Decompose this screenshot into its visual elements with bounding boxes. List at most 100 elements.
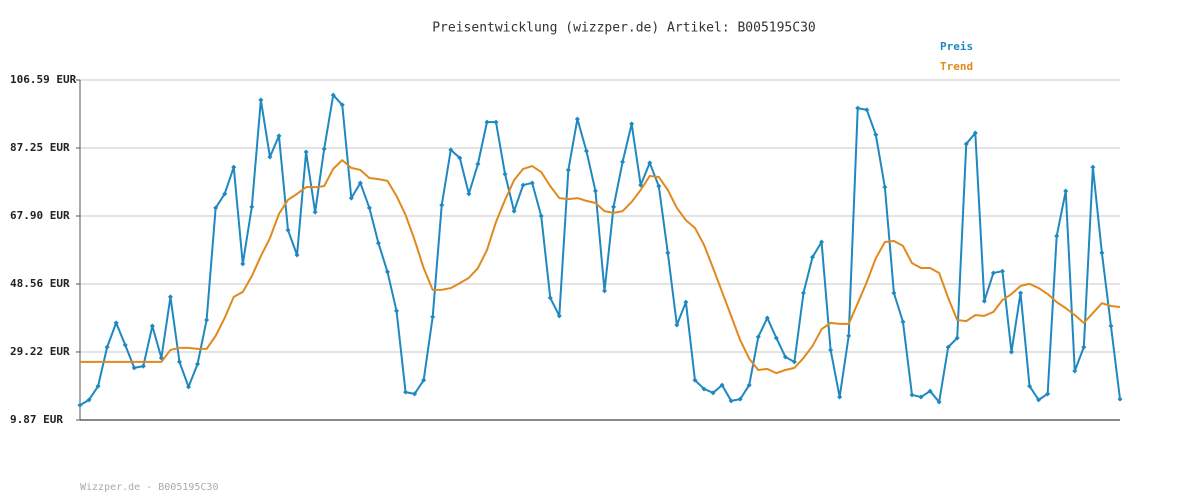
point-marker [267, 154, 273, 160]
point-marker [719, 382, 725, 388]
legend-entry: Preis [940, 40, 973, 53]
point-marker [701, 386, 707, 392]
point-marker [167, 294, 173, 300]
point-marker [963, 141, 969, 147]
point-marker [855, 105, 861, 111]
point-marker [683, 299, 689, 305]
point-marker [1063, 188, 1069, 194]
point-marker [737, 396, 743, 402]
legend-entry: Trend [940, 60, 973, 73]
point-marker [782, 354, 788, 360]
point-marker [954, 335, 960, 341]
point-marker [1054, 233, 1060, 239]
point-marker [583, 148, 589, 154]
y-tick-label: 67.90 EUR [10, 209, 70, 222]
point-marker [764, 315, 770, 321]
chart-title: Preisentwicklung (wizzper.de) Artikel: B… [432, 21, 816, 36]
point-marker [403, 389, 409, 395]
point-marker [321, 146, 327, 152]
point-marker [195, 361, 201, 367]
point-marker [412, 391, 418, 397]
point-marker [104, 344, 110, 350]
point-marker [909, 392, 915, 398]
point-marker [692, 377, 698, 383]
point-marker [1108, 323, 1114, 329]
point-marker [421, 377, 427, 383]
point-marker [231, 164, 237, 170]
point-marker [448, 147, 454, 153]
point-marker [240, 261, 246, 267]
point-marker [457, 155, 463, 161]
point-marker [999, 268, 1005, 274]
point-marker [592, 188, 598, 194]
y-tick-label: 9.87 EUR [10, 413, 63, 426]
point-marker [1090, 164, 1096, 170]
point-marker [222, 191, 228, 197]
point-marker [828, 347, 834, 353]
point-marker [556, 313, 562, 319]
point-marker [728, 398, 734, 404]
point-marker [1045, 391, 1051, 397]
point-marker [95, 383, 101, 389]
point-marker [1018, 290, 1024, 296]
point-marker [927, 388, 933, 394]
point-marker [122, 342, 128, 348]
point-marker [864, 107, 870, 113]
point-marker [602, 288, 608, 294]
point-marker [140, 363, 146, 369]
point-marker [131, 365, 137, 371]
point-marker [348, 195, 354, 201]
point-marker [882, 184, 888, 190]
point-marker [674, 322, 680, 328]
point-marker [746, 382, 752, 388]
point-marker [837, 394, 843, 400]
point-marker [466, 191, 472, 197]
point-marker [918, 394, 924, 400]
point-marker [285, 227, 291, 233]
point-marker [294, 252, 300, 258]
point-marker [891, 290, 897, 296]
point-marker [611, 204, 617, 210]
point-marker [981, 298, 987, 304]
point-marker [547, 295, 553, 301]
point-marker [1008, 349, 1014, 355]
point-marker [629, 121, 635, 127]
point-marker [773, 335, 779, 341]
point-marker [538, 213, 544, 219]
point-marker [710, 390, 716, 396]
point-marker [1027, 383, 1033, 389]
point-marker [213, 205, 219, 211]
point-marker [176, 359, 182, 365]
point-marker [484, 119, 490, 125]
point-marker [186, 384, 192, 390]
point-marker [819, 239, 825, 245]
point-marker [1117, 396, 1123, 402]
point-marker [800, 290, 806, 296]
point-marker [945, 344, 951, 350]
footer: Wizzper.de - B005195C30 [80, 482, 218, 493]
point-marker [493, 119, 499, 125]
point-marker [574, 116, 580, 122]
point-marker [565, 167, 571, 173]
point-marker [1099, 250, 1105, 256]
y-tick-label: 29.22 EUR [10, 345, 70, 358]
point-marker [384, 269, 390, 275]
point-marker [1081, 344, 1087, 350]
point-marker [972, 130, 978, 136]
point-marker [357, 180, 363, 186]
point-marker [665, 250, 671, 256]
point-marker [1072, 368, 1078, 374]
point-marker [810, 254, 816, 260]
point-marker [204, 317, 210, 323]
point-marker [339, 102, 345, 108]
point-marker [113, 320, 119, 326]
point-marker [990, 270, 996, 276]
point-marker [511, 208, 517, 214]
point-marker [755, 334, 761, 340]
point-marker [502, 171, 508, 177]
point-marker [258, 97, 264, 103]
point-marker [520, 182, 526, 188]
point-marker [303, 149, 309, 155]
